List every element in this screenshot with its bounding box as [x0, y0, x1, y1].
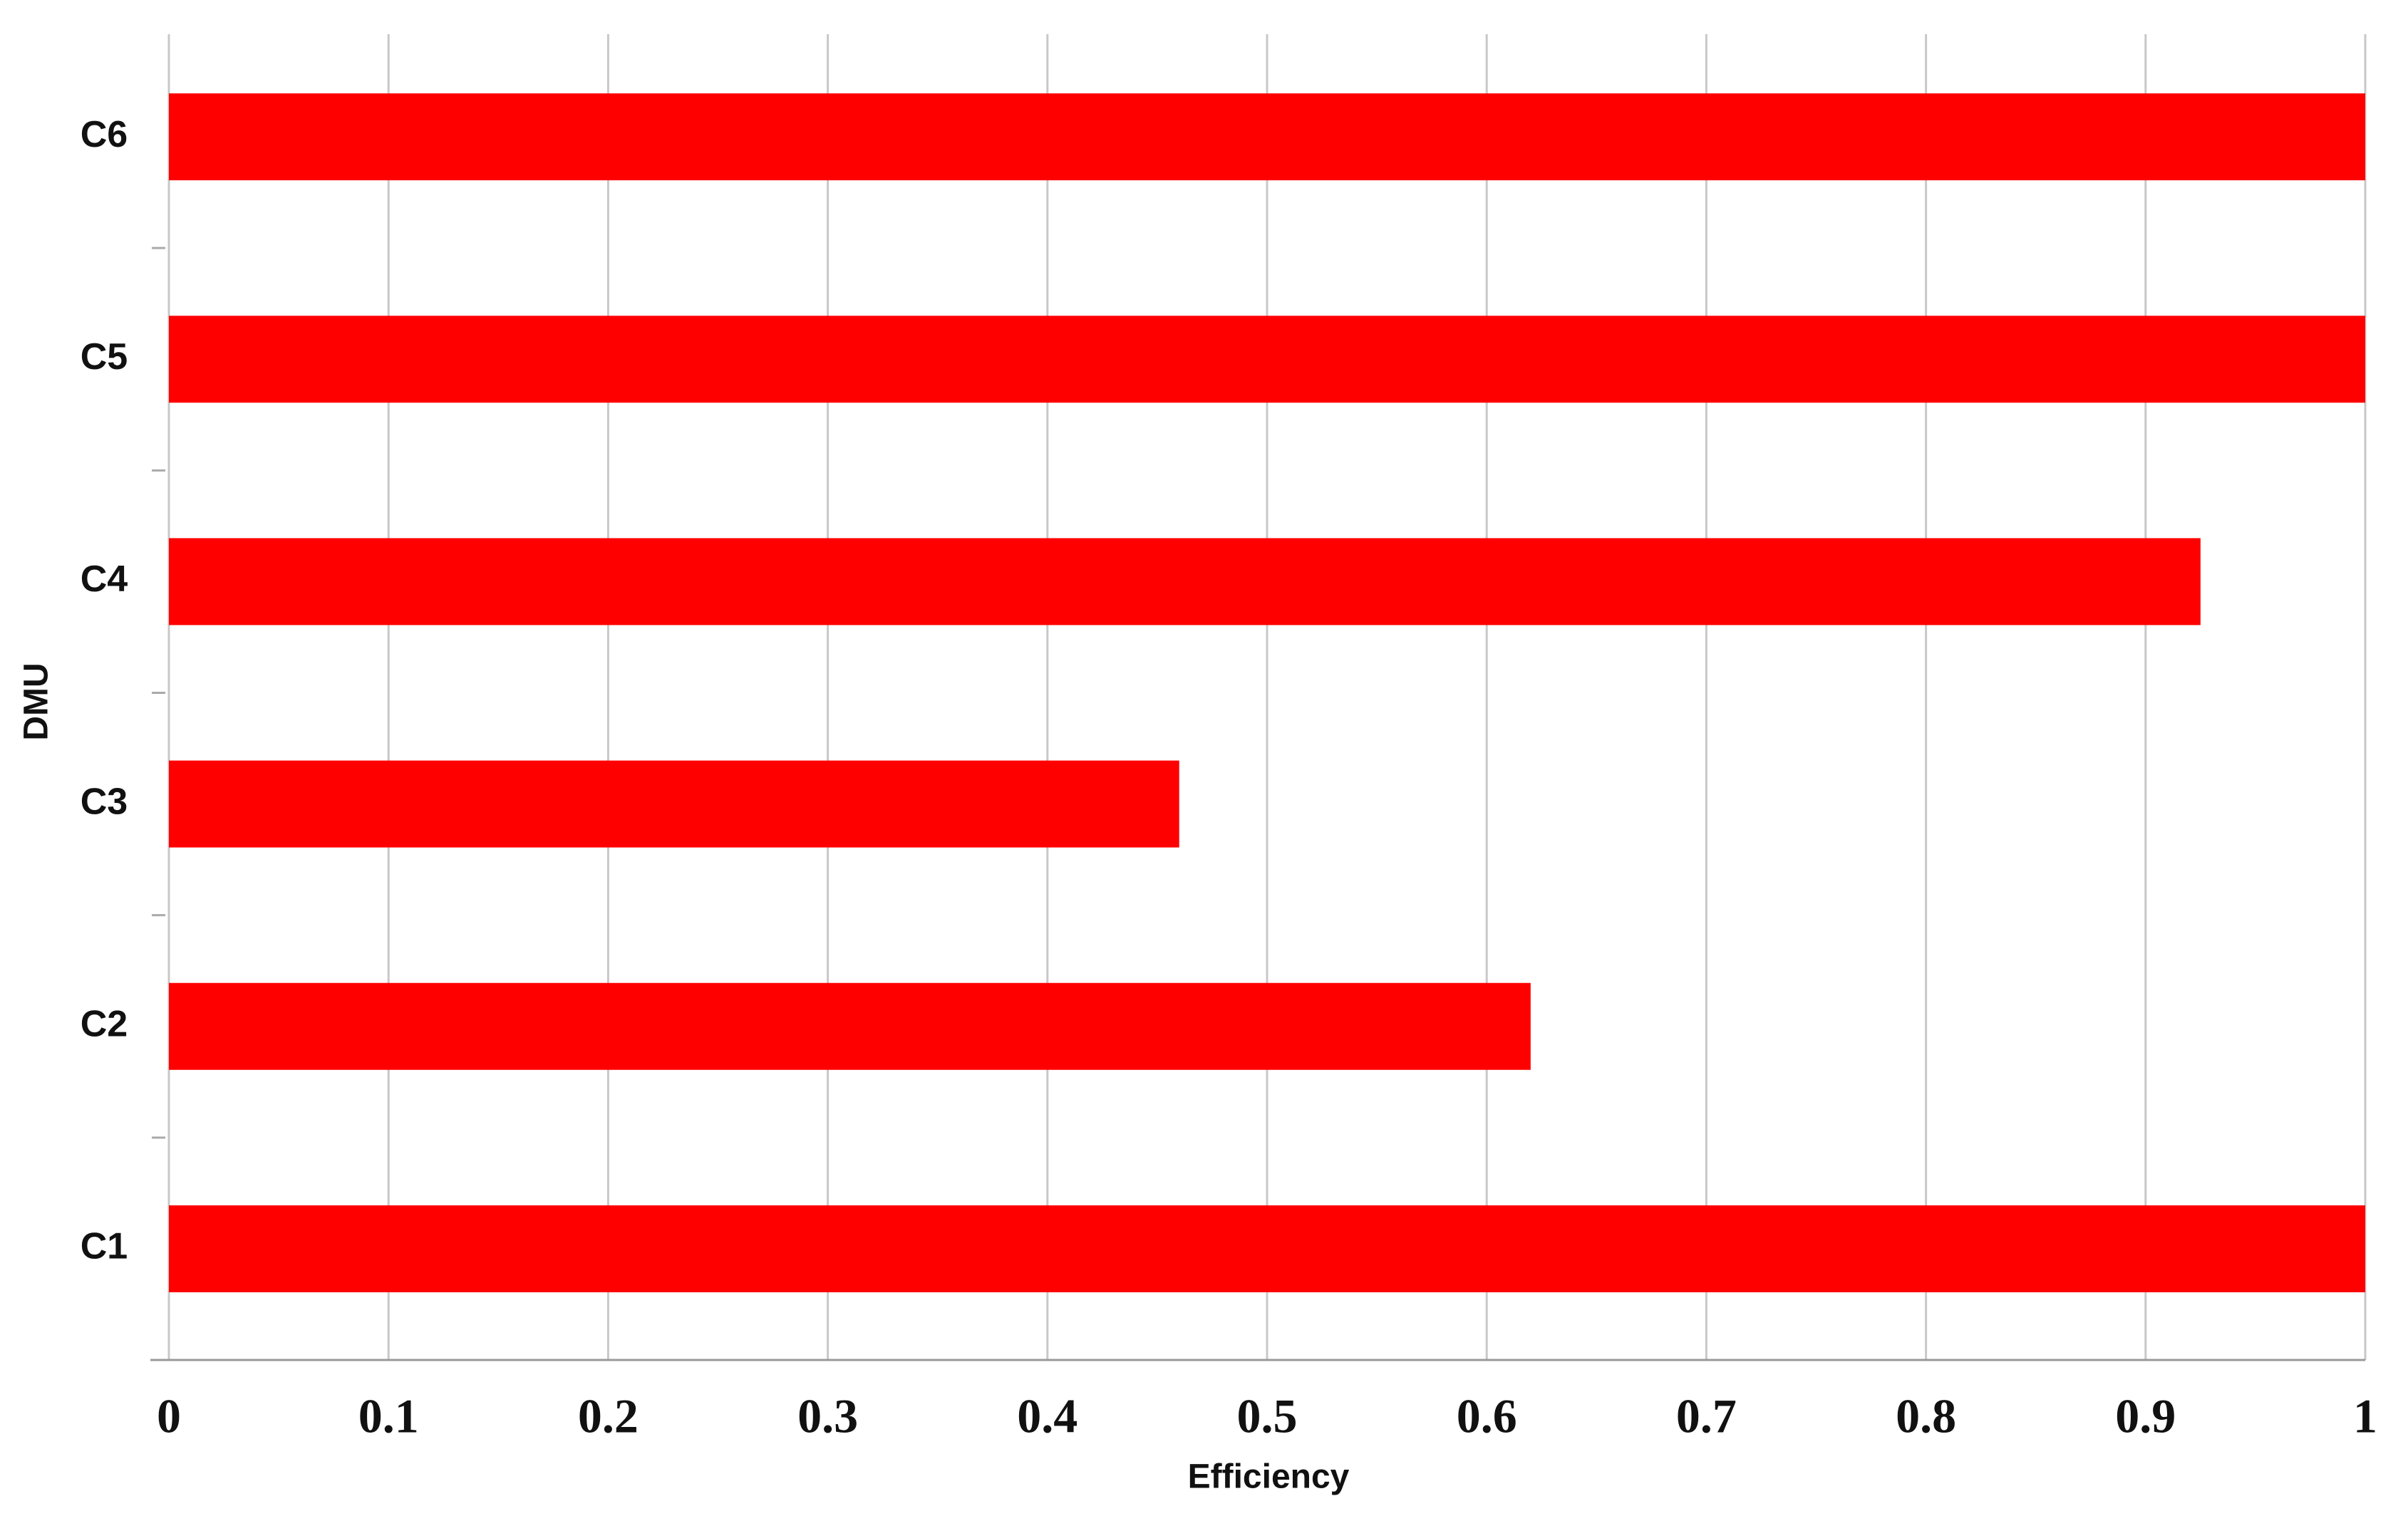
x-tick-label: 0 — [157, 1389, 181, 1443]
x-axis-title: Efficiency — [1188, 1458, 1350, 1496]
x-tick-label: 0.8 — [1896, 1389, 1956, 1443]
x-tick-label: 1 — [2353, 1389, 2377, 1443]
bar — [169, 1205, 2365, 1292]
x-tick-label: 0.4 — [1017, 1389, 1078, 1443]
bar — [169, 982, 1531, 1070]
bar — [169, 93, 2365, 181]
x-tick-label: 0.7 — [1676, 1389, 1737, 1443]
y-tick-label: C3 — [81, 781, 128, 822]
y-axis-title: DMU — [18, 663, 56, 740]
y-tick-label: C4 — [81, 559, 128, 600]
bar — [169, 538, 2201, 625]
bar — [169, 760, 1179, 848]
x-tick-label: 0.1 — [358, 1389, 419, 1443]
y-tick-label: C1 — [81, 1226, 128, 1267]
x-tick-label: 0.5 — [1237, 1389, 1298, 1443]
bar — [169, 316, 2365, 403]
x-tick-label: 0.6 — [1457, 1389, 1517, 1443]
x-tick-label: 0.3 — [797, 1389, 858, 1443]
y-tick-label: C5 — [81, 336, 128, 378]
y-tick-label: C2 — [81, 1003, 128, 1044]
y-tick-label: C6 — [81, 114, 128, 155]
x-tick-label: 0.2 — [578, 1389, 639, 1443]
x-tick-label: 0.9 — [2115, 1389, 2176, 1443]
